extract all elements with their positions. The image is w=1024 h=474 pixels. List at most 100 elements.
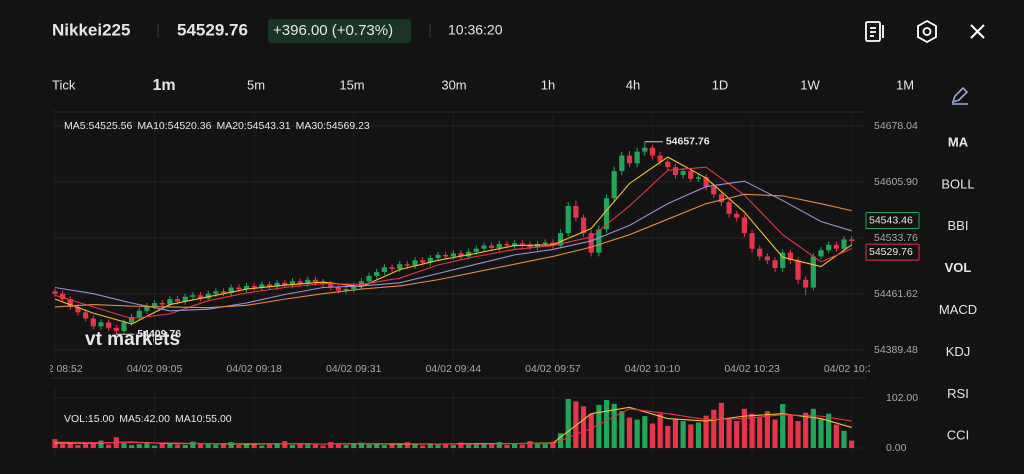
- candle-body: [596, 229, 602, 253]
- candle-body: [236, 287, 242, 290]
- candle-body: [757, 248, 763, 257]
- candle-body: [213, 291, 219, 294]
- volume-bar: [358, 442, 364, 448]
- candle-body: [741, 217, 747, 234]
- legend-entry: MA10:55.00: [175, 413, 232, 425]
- draw-tool-icon[interactable]: [951, 86, 969, 105]
- last-price-tag: 54529.76: [869, 246, 913, 258]
- candle-body: [619, 155, 625, 172]
- volume-bar: [151, 445, 158, 448]
- volume-bar: [67, 442, 73, 448]
- volume-bar: [642, 416, 648, 448]
- volume-bar: [420, 445, 426, 448]
- timeframe-tab[interactable]: 1h: [541, 77, 555, 92]
- volume-bar: [144, 442, 150, 448]
- volume-ma-line: [54, 408, 852, 445]
- price-change: +396.00 (+0.73%): [273, 22, 393, 39]
- timeframe-tab[interactable]: 4h: [626, 77, 640, 92]
- volume-bar: [665, 425, 671, 448]
- candle-body: [129, 316, 135, 323]
- candle-body: [642, 147, 648, 152]
- volume-bar: [197, 444, 204, 448]
- indicator-button[interactable]: MACD: [939, 302, 977, 317]
- volume-bar: [849, 440, 855, 448]
- change-badge: [268, 19, 411, 43]
- candle-body: [159, 303, 165, 305]
- volume-bar: [504, 445, 510, 448]
- candle-body: [404, 264, 410, 266]
- candle-body: [718, 194, 725, 203]
- volume-bar: [159, 443, 165, 448]
- x-tick-label: 04/02 09:44: [426, 363, 482, 375]
- candle-body: [649, 147, 656, 156]
- candle-body: [703, 177, 709, 187]
- candle-body: [826, 244, 832, 251]
- candle-body: [634, 151, 640, 164]
- volume-bar: [213, 444, 219, 448]
- close-icon[interactable]: [970, 24, 985, 39]
- timeframe-tab[interactable]: 1D: [712, 77, 729, 92]
- y-tick-label: 54605.90: [874, 176, 918, 188]
- y-tick-label: 54461.62: [874, 288, 918, 300]
- volume-bar: [381, 445, 387, 448]
- volume-bar: [427, 443, 433, 448]
- volume-bar: [458, 442, 464, 448]
- candle-body: [772, 260, 778, 269]
- timeframe-tab[interactable]: 30m: [441, 77, 466, 92]
- candle-body: [335, 287, 342, 291]
- volume-bar: [305, 443, 311, 448]
- clock: 10:36:20: [448, 22, 503, 38]
- candle-body: [358, 281, 364, 286]
- candle-body: [573, 205, 579, 218]
- volume-bar: [542, 444, 548, 448]
- volume-tick-label: 0.00: [886, 442, 907, 454]
- candle-body: [803, 279, 809, 288]
- volume-bar: [435, 443, 441, 448]
- y-tick-label: 54678.04: [874, 120, 918, 132]
- ma-line: [54, 156, 852, 325]
- x-tick-label: 04/02 09:18: [226, 363, 282, 375]
- candle-body: [205, 293, 211, 299]
- indicator-button[interactable]: KDJ: [946, 344, 971, 359]
- volume-bar: [703, 415, 709, 448]
- timeframe-tab[interactable]: 1M: [896, 77, 914, 92]
- candle-body: [504, 244, 510, 246]
- candle-body: [519, 243, 525, 245]
- volume-bar: [841, 430, 847, 448]
- candle-body: [726, 202, 732, 214]
- candle-body: [251, 285, 257, 288]
- volume-bar: [695, 422, 702, 448]
- candle-body: [52, 291, 58, 294]
- candle-body: [527, 244, 533, 248]
- timeframe-tab[interactable]: 1m: [152, 77, 175, 94]
- volume-bar: [443, 444, 449, 448]
- timeframe-tab[interactable]: 5m: [247, 77, 265, 92]
- volume-bar: [649, 423, 656, 448]
- volume-bar: [741, 408, 747, 448]
- volume-bar: [764, 411, 770, 448]
- timeframe-tab[interactable]: 1W: [800, 77, 820, 92]
- volume-bar: [320, 445, 326, 448]
- volume-tick-label: 102.00: [886, 392, 918, 404]
- indicator-button[interactable]: BBI: [948, 218, 969, 233]
- grid: [52, 115, 866, 458]
- indicator-button[interactable]: RSI: [947, 386, 969, 401]
- settings-icon[interactable]: [917, 19, 937, 44]
- candle-body: [481, 245, 487, 249]
- volume-bar: [573, 401, 579, 448]
- notes-icon[interactable]: [865, 21, 884, 42]
- volume-bar: [228, 442, 234, 448]
- volume-bar: [129, 445, 135, 448]
- indicator-button[interactable]: CCI: [947, 428, 969, 443]
- ma-line: [54, 193, 852, 309]
- price-chart: 54678.04 54605.90 54533.76 54461.62 54389.48…: [50, 115, 920, 458]
- timeframe-tab[interactable]: 15m: [339, 77, 364, 92]
- volume-bar: [688, 424, 694, 448]
- indicator-button[interactable]: MA: [948, 134, 969, 149]
- indicator-button[interactable]: VOL: [945, 260, 972, 275]
- indicator-button[interactable]: BOLL: [941, 176, 974, 191]
- timeframe-tab[interactable]: Tick: [52, 77, 76, 92]
- candle-body: [197, 295, 204, 299]
- volume-bar: [596, 404, 602, 448]
